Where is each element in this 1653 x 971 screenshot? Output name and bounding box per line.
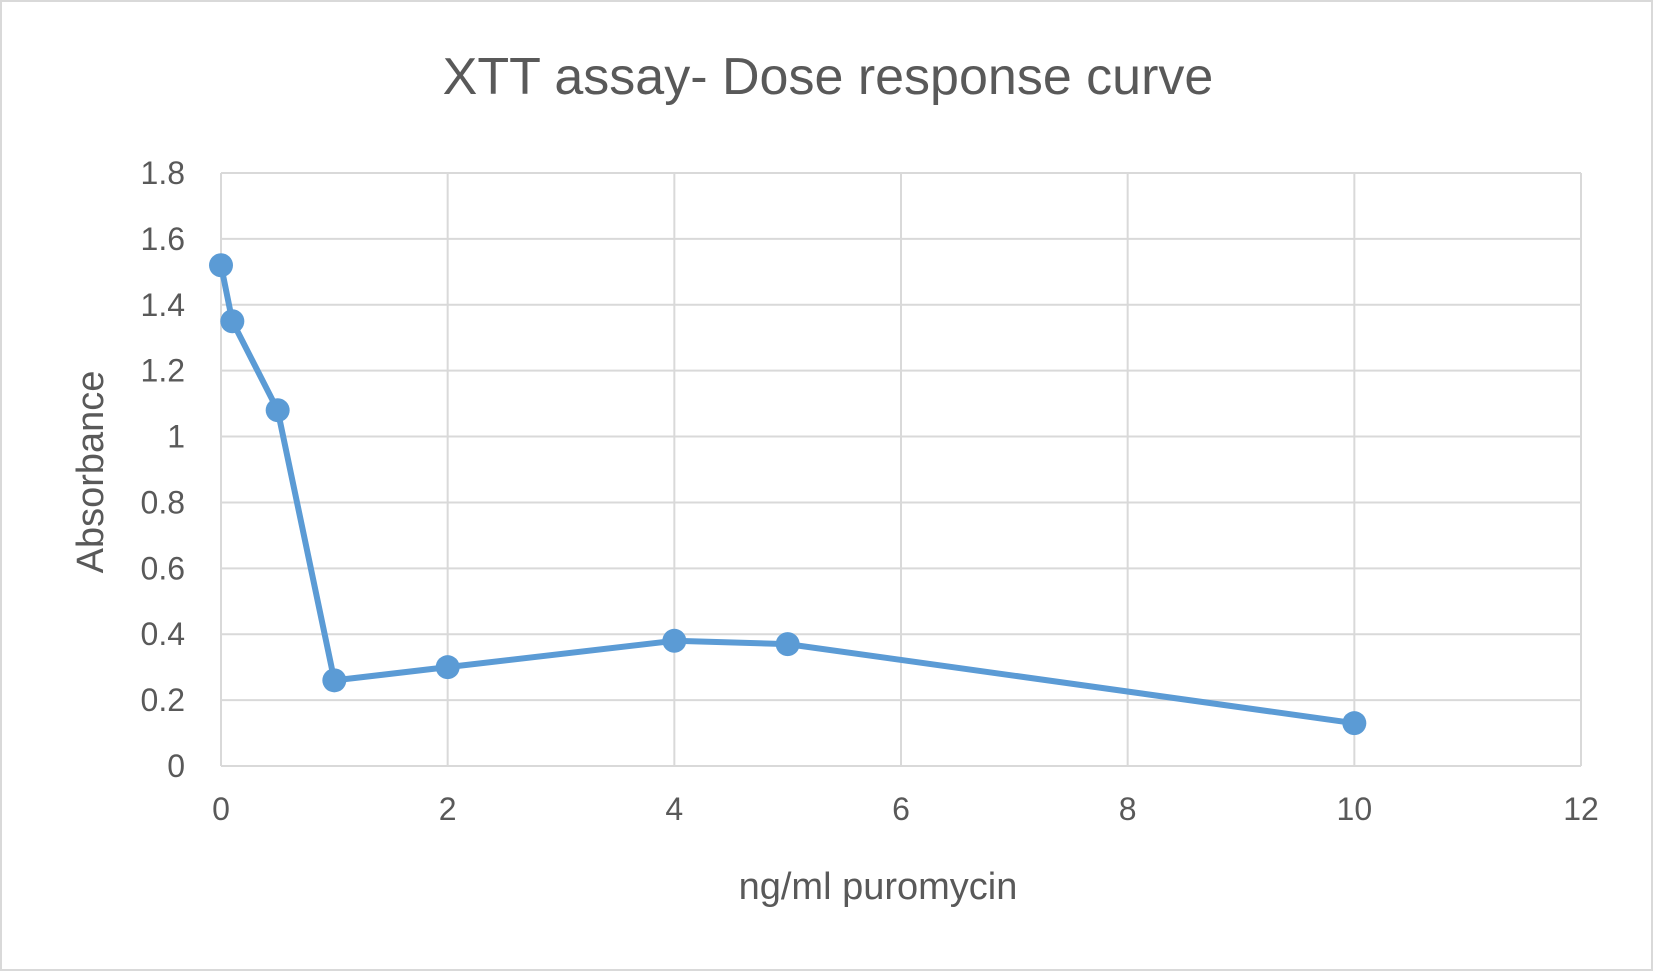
x-tick-label: 6 — [892, 791, 910, 827]
y-tick-label: 0.6 — [141, 550, 185, 586]
y-tick-label: 1 — [167, 419, 185, 455]
data-point — [209, 253, 233, 278]
y-tick-label: 0 — [167, 748, 185, 784]
series-line — [218, 262, 1358, 727]
y-tick-label: 0.2 — [141, 682, 185, 718]
data-point — [662, 628, 687, 653]
data-point — [220, 309, 245, 334]
data-point — [1342, 711, 1367, 736]
x-tick-label: 10 — [1337, 791, 1373, 827]
x-tick-label: 8 — [1119, 791, 1137, 827]
chart-title: XTT assay- Dose response curve — [443, 48, 1214, 106]
vertical-gridlines — [220, 173, 1582, 766]
y-tick-label: 1.2 — [141, 353, 185, 389]
data-point — [265, 398, 290, 423]
y-tick-label: 1.8 — [141, 155, 185, 191]
x-tick-label: 12 — [1563, 791, 1599, 827]
y-tick-label: 1.4 — [141, 287, 185, 323]
x-axis-title: ng/ml puromycin — [739, 866, 1018, 908]
x-tick-label: 4 — [665, 791, 683, 827]
data-point — [322, 668, 347, 693]
series-layer — [209, 253, 1367, 736]
y-tick-label: 0.4 — [141, 616, 185, 652]
data-point — [775, 632, 800, 657]
y-tick-labels: 0 0.2 0.4 0.6 0.8 1 1.2 1.4 1.6 1.8 — [141, 155, 185, 784]
y-tick-label: 0.8 — [141, 484, 185, 520]
data-point — [435, 655, 460, 680]
y-axis-title: Absorbance — [70, 371, 112, 574]
y-tick-label: 1.6 — [141, 221, 185, 257]
x-tick-label: 0 — [212, 791, 230, 827]
x-tick-labels: 0 2 4 6 8 10 12 — [212, 791, 1599, 827]
horizontal-gridlines — [221, 172, 1581, 767]
x-tick-label: 2 — [439, 791, 457, 827]
